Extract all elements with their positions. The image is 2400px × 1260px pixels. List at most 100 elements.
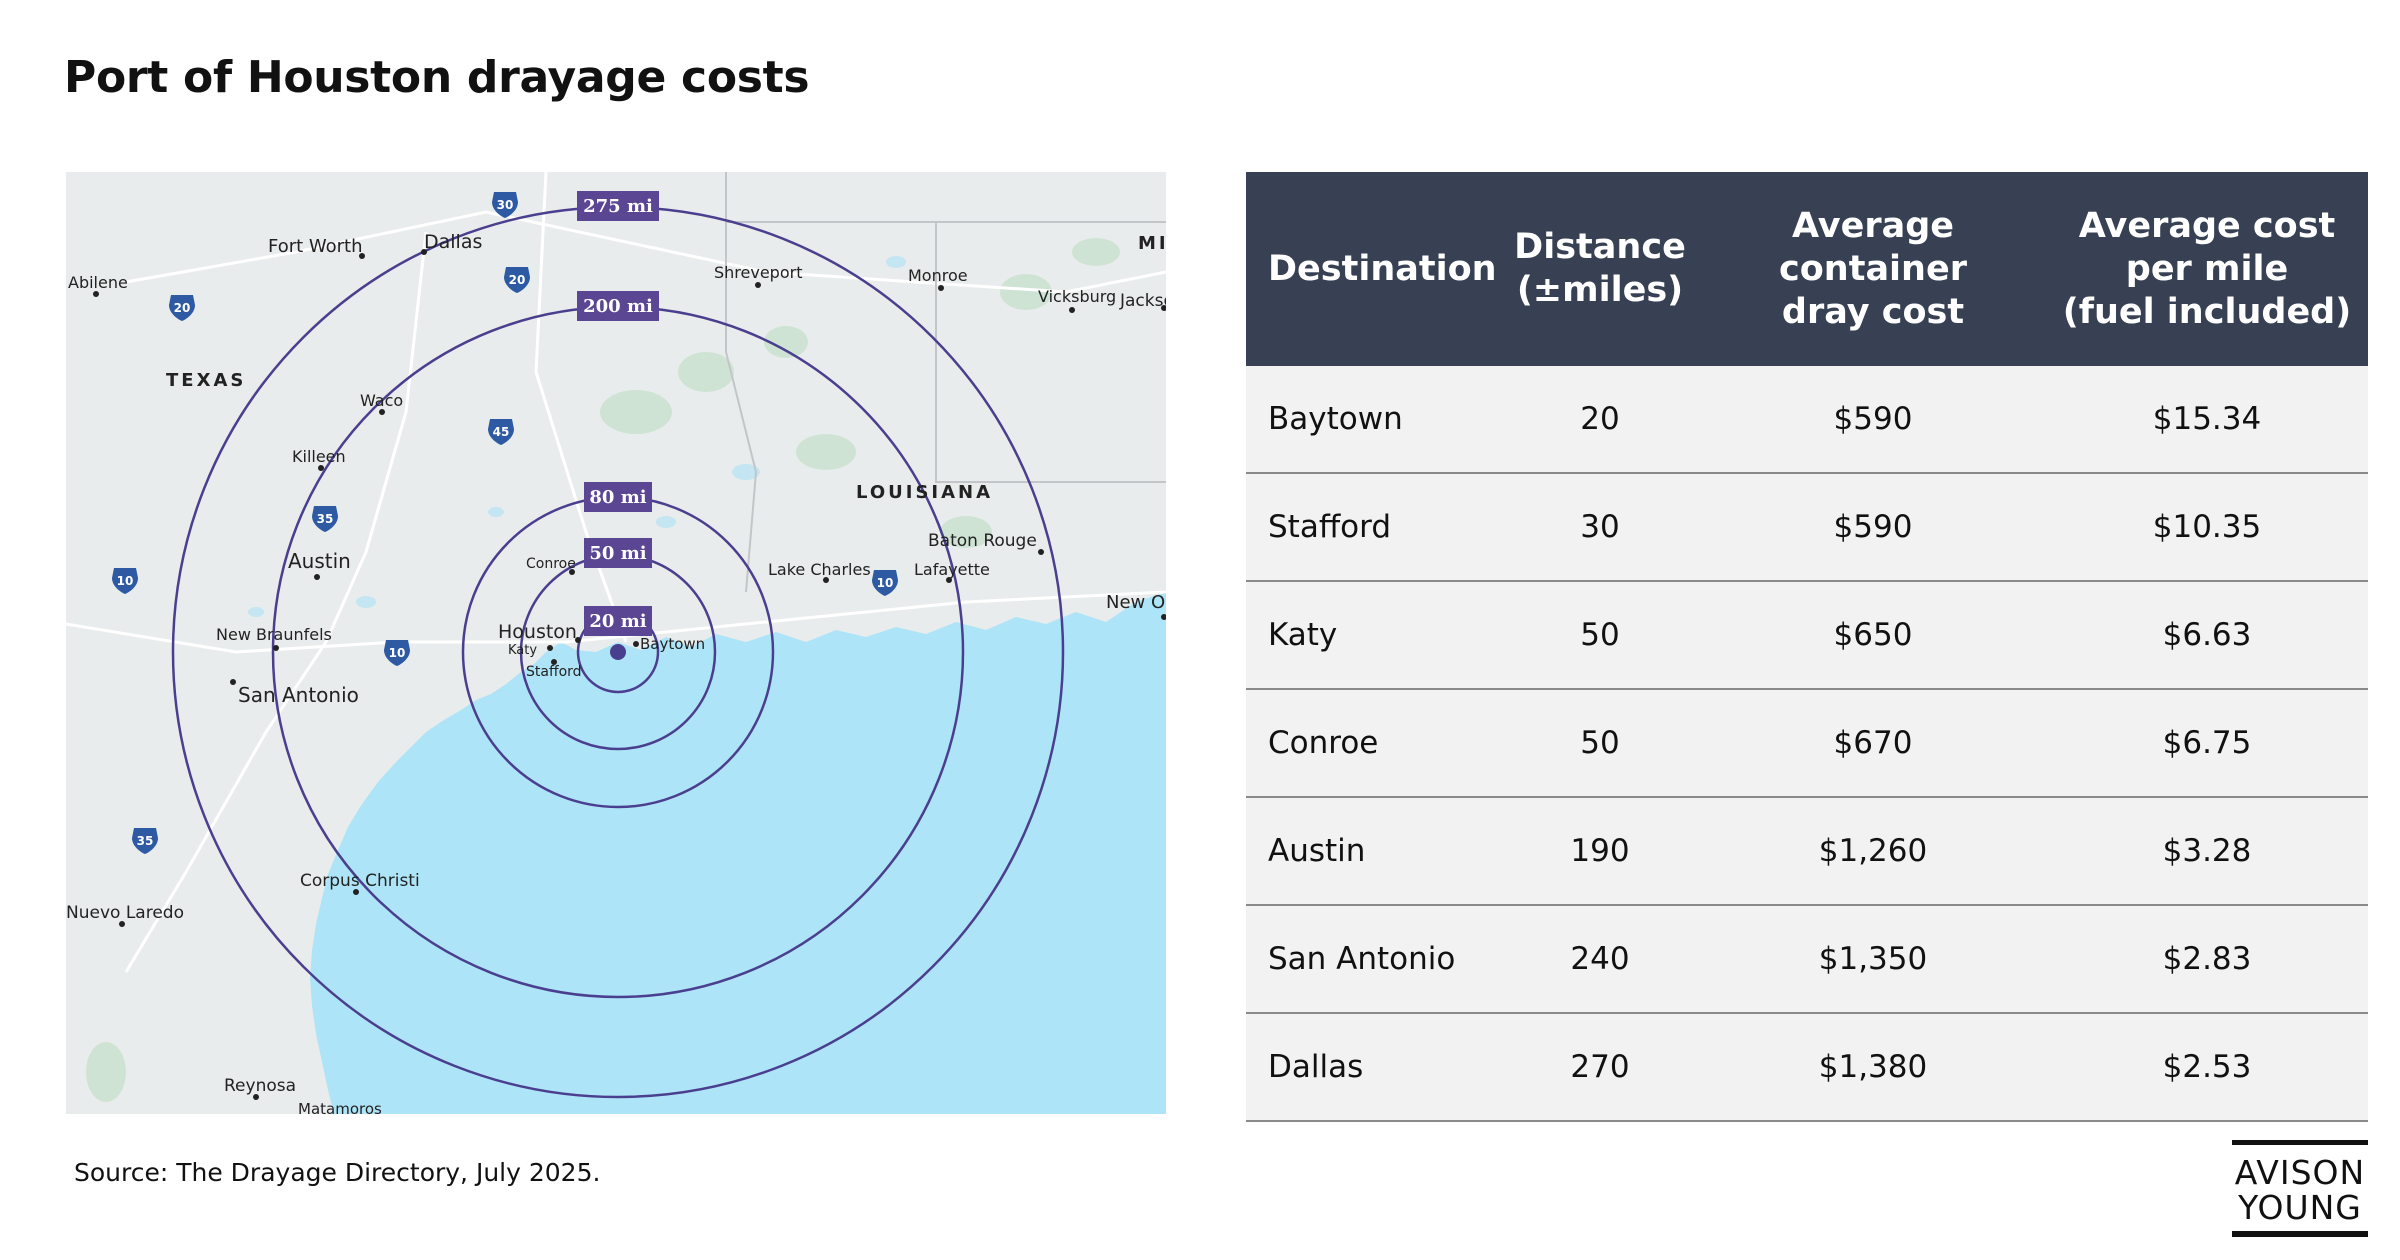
highway-shield-35a: 35 <box>312 506 338 532</box>
header-per-mile-line2: per mile <box>2125 248 2289 289</box>
ring-label-80mi: 80 mi <box>584 482 652 512</box>
cell-per-mile: $6.63 <box>2046 581 2368 690</box>
svg-text:35: 35 <box>317 512 334 526</box>
header-cost-line2: dray cost <box>1781 291 1965 332</box>
city-label-corpus-christi: Corpus Christi <box>300 871 420 891</box>
logo-line-1: AVISON <box>2234 1153 2366 1192</box>
cell-distance: 30 <box>1500 473 1700 582</box>
cell-per-mile: $6.75 <box>2046 689 2368 798</box>
lakes <box>248 256 906 617</box>
cell-per-mile: $2.53 <box>2046 1013 2368 1122</box>
city-label-austin: Austin <box>288 549 351 573</box>
table-row: Conroe 50 $670 $6.75 <box>1246 689 2368 798</box>
highway-shield-20a: 20 <box>504 267 530 293</box>
city-label-waco: Waco <box>360 391 403 410</box>
cell-cost: $1,380 <box>1700 1013 2046 1122</box>
table-row: Dallas 270 $1,380 $2.53 <box>1246 1013 2368 1122</box>
source-note: Source: The Drayage Directory, July 2025… <box>74 1158 601 1187</box>
header-cost-line1: Average container <box>1779 205 1967 289</box>
ring-label-50: 50 mi <box>589 543 646 564</box>
table-row: Stafford 30 $590 $10.35 <box>1246 473 2368 582</box>
table-row: Baytown 20 $590 $15.34 <box>1246 366 2368 474</box>
city-label-stafford: Stafford <box>526 664 582 680</box>
highway-shield-20b: 20 <box>169 295 195 321</box>
cell-cost: $650 <box>1700 581 2046 690</box>
ring-label-50mi: 50 mi <box>584 538 652 568</box>
city-label-san-antonio: San Antonio <box>238 683 359 707</box>
svg-text:30: 30 <box>497 198 514 212</box>
port-marker <box>610 644 626 660</box>
city-label-lafayette: Lafayette <box>914 560 990 579</box>
city-label-killeen: Killeen <box>292 447 346 466</box>
cell-distance: 190 <box>1500 797 1700 906</box>
region-label-mississippi: MIS <box>1138 233 1166 254</box>
city-label-fort-worth: Fort Worth <box>268 236 363 257</box>
cell-cost: $670 <box>1700 689 2046 798</box>
table-header-row: Destination Distance (±miles) Average co… <box>1246 172 2368 366</box>
city-label-new-orleans: New O <box>1106 592 1165 613</box>
table-row: San Antonio 240 $1,350 $2.83 <box>1246 905 2368 1014</box>
ring-label-200: 200 mi <box>583 296 653 317</box>
city-label-dallas: Dallas <box>424 231 482 253</box>
svg-text:10: 10 <box>389 646 406 660</box>
cell-destination: Baytown <box>1246 366 1500 474</box>
cell-per-mile: $10.35 <box>2046 473 2368 582</box>
city-label-lake-charles: Lake Charles <box>768 560 871 579</box>
region-label-texas: TEXAS <box>166 370 246 391</box>
cell-per-mile: $2.83 <box>2046 905 2368 1014</box>
city-label-houston: Houston <box>498 621 577 643</box>
svg-text:10: 10 <box>117 574 134 588</box>
cell-distance: 50 <box>1500 689 1700 798</box>
cell-cost: $1,260 <box>1700 797 2046 906</box>
header-average-cost: Average container dray cost <box>1700 172 2046 366</box>
cell-destination: Stafford <box>1246 473 1500 582</box>
ring-label-275: 275 mi <box>583 196 653 217</box>
city-label-abilene: Abilene <box>68 273 128 292</box>
city-dots <box>93 249 1166 1100</box>
drayage-cost-table: Destination Distance (±miles) Average co… <box>1246 172 2368 1122</box>
region-label-louisiana: LOUISIANA <box>856 482 993 503</box>
ring-label-80: 80 mi <box>589 487 646 508</box>
city-label-reynosa: Reynosa <box>224 1076 296 1096</box>
ring-label-275mi: 275 mi <box>577 191 659 221</box>
city-label-baton-rouge: Baton Rouge <box>928 531 1037 551</box>
cell-distance: 20 <box>1500 366 1700 474</box>
header-per-mile-line3: (fuel included) <box>2062 291 2352 332</box>
svg-text:10: 10 <box>877 576 894 590</box>
city-label-conroe: Conroe <box>526 556 576 572</box>
logo-line-2: YOUNG <box>2238 1188 2362 1227</box>
header-destination: Destination <box>1246 172 1500 366</box>
cell-destination: Dallas <box>1246 1013 1500 1122</box>
svg-text:35: 35 <box>137 834 154 848</box>
ring-label-200mi: 200 mi <box>577 291 659 321</box>
avison-young-logo: AVISON YOUNG <box>2232 1140 2368 1237</box>
cell-destination: Katy <box>1246 581 1500 690</box>
ring-label-20mi: 20 mi <box>584 606 652 636</box>
cell-distance: 270 <box>1500 1013 1700 1122</box>
radius-map: 275 mi 200 mi 80 mi 50 mi 20 mi 30 20 20… <box>66 172 1166 1114</box>
city-label-shreveport: Shreveport <box>714 263 802 282</box>
table-row: Austin 190 $1,260 $3.28 <box>1246 797 2368 906</box>
header-distance: Distance (±miles) <box>1500 172 1700 366</box>
highway-shield-10a: 10 <box>112 568 138 594</box>
cell-destination: Conroe <box>1246 689 1500 798</box>
highway-shield-30: 30 <box>492 192 518 218</box>
highway-lines <box>66 172 1166 973</box>
cell-cost: $590 <box>1700 473 2046 582</box>
city-label-baytown: Baytown <box>640 635 705 653</box>
cell-per-mile: $3.28 <box>2046 797 2368 906</box>
highway-shield-10b: 10 <box>384 640 410 666</box>
highway-shields: 30 20 20 45 35 10 10 10 35 <box>112 192 898 854</box>
cell-destination: Austin <box>1246 797 1500 906</box>
header-per-mile-line1: Average cost <box>2078 205 2336 246</box>
city-label-new-braunfels: New Braunfels <box>216 625 332 644</box>
cell-destination: San Antonio <box>1246 905 1500 1014</box>
city-label-vicksburg: Vicksburg <box>1038 287 1116 306</box>
page-title: Port of Houston drayage costs <box>64 52 810 103</box>
city-label-jackson: Jackso <box>1119 291 1166 311</box>
header-cost-per-mile: Average cost per mile (fuel included) <box>2046 172 2368 366</box>
cell-cost: $590 <box>1700 366 2046 474</box>
ring-label-20: 20 mi <box>589 611 646 632</box>
svg-text:20: 20 <box>174 301 191 315</box>
svg-text:20: 20 <box>509 273 526 287</box>
